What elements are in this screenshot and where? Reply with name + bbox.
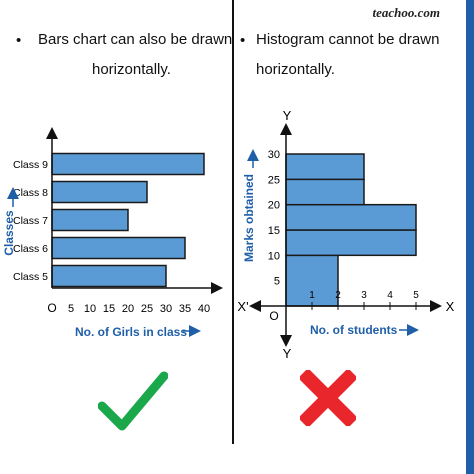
y-tick-label: Class 7 (13, 215, 48, 227)
x-tick-label: 15 (103, 303, 115, 315)
histogram-bar (285, 229, 417, 257)
y-tick-label: 25 (268, 174, 280, 186)
bullet-icon: • (240, 32, 246, 49)
origin-label: O (269, 309, 278, 323)
x-tick-label: 1 (309, 290, 315, 301)
bullet-icon: • (16, 32, 22, 49)
y-tick-label: 20 (268, 200, 280, 212)
histogram-bar (285, 153, 365, 181)
y-tick-label: 30 (268, 149, 280, 161)
bar (51, 264, 167, 288)
x-tick-label: 35 (179, 303, 191, 315)
left-bullet-line2: horizontally. (92, 61, 171, 78)
y-tick-label: 15 (268, 225, 280, 237)
origin-label: O (47, 301, 56, 315)
right-bullet-line1: Histogram cannot be drawn (256, 31, 440, 48)
y-tick-label: Class 8 (13, 187, 48, 199)
x-tick-label: 5 (68, 303, 74, 315)
x-tick-label: 20 (122, 303, 134, 315)
left-bullet-line1: Bars chart can also be drawn (38, 31, 233, 48)
y-axis-pos-label: Y (283, 108, 292, 123)
check-icon (98, 371, 168, 431)
bar (51, 180, 148, 204)
panel-divider (232, 0, 234, 444)
y-tick-label: Class 6 (13, 243, 48, 255)
x-tick-label: 40 (198, 303, 210, 315)
histogram-chart: 5 10 15 20 25 30 1 2 3 4 5 Y Y X X' O No. of stud… (237, 108, 455, 361)
x-axis-pos-label: X (446, 299, 455, 314)
y-axis-label: Classes (2, 210, 16, 256)
histogram-bar (285, 203, 417, 231)
bar-chart: Class 5 Class 6 Class 7 Class 8 Class 9 5 10 1… (2, 127, 223, 339)
y-tick-label: Class 5 (13, 271, 48, 283)
x-tick-label: 3 (361, 290, 367, 301)
x-axis-label: No. of Girls in class (75, 325, 187, 339)
cross-icon (300, 370, 356, 426)
y-axis-label: Marks obtained (242, 174, 256, 262)
x-axis-neg-label: X' (237, 299, 248, 314)
x-axis-label: No. of students (310, 323, 398, 337)
x-tick-label: 10 (84, 303, 96, 315)
bar (51, 208, 129, 232)
y-tick-label: Class 9 (13, 159, 48, 171)
bar (51, 236, 186, 260)
y-tick-label: 10 (268, 250, 280, 262)
histogram-bar (285, 178, 365, 206)
y-tick-label: 5 (274, 276, 280, 288)
x-tick-label: 2 (335, 290, 341, 301)
x-tick-label: 5 (413, 290, 419, 301)
watermark: teachoo.com (372, 5, 440, 20)
x-tick-label: 4 (387, 290, 393, 301)
x-tick-label: 25 (141, 303, 153, 315)
y-axis-neg-label: Y (283, 346, 292, 361)
bar (51, 152, 205, 176)
x-tick-label: 30 (160, 303, 172, 315)
right-bullet-line2: horizontally. (256, 61, 335, 78)
right-edge-band (466, 0, 474, 474)
